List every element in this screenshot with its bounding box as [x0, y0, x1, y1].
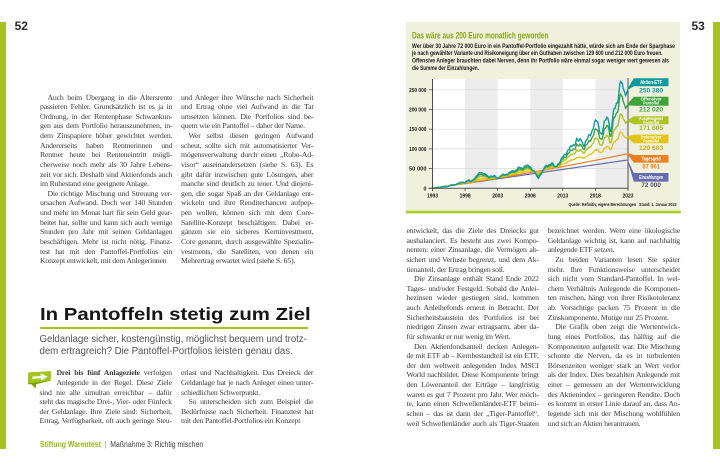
svg-text:50 000: 50 000 [409, 167, 427, 173]
svg-text:0: 0 [424, 186, 427, 192]
svg-text:2018: 2018 [590, 193, 601, 199]
svg-text:Wer über 30 Jahre 72 000 Euro: Wer über 30 Jahre 72 000 Euro in ein Pan… [412, 43, 675, 50]
svg-text:Defensiver: Defensiver [641, 134, 662, 139]
svg-text:2023: 2023 [623, 193, 634, 199]
svg-text:2013: 2013 [557, 193, 568, 199]
svg-text:Pantoffel: Pantoffel [643, 101, 659, 106]
svg-text:72 000: 72 000 [641, 182, 661, 189]
svg-text:Pantoffel: Pantoffel [643, 120, 659, 125]
svg-text:Tagesgeld: Tagesgeld [642, 157, 661, 163]
svg-text:die Summe der Einzahlungen.: die Summe der Einzahlungen. [412, 65, 479, 72]
svg-text:212 020: 212 020 [639, 107, 663, 114]
svg-text:100 000: 100 000 [409, 147, 427, 153]
svg-text:Aktien-ETF: Aktien-ETF [640, 80, 663, 86]
svg-text:Pantoffel: Pantoffel [643, 139, 659, 144]
svg-text:200 000: 200 000 [409, 108, 427, 114]
svg-text:250 380: 250 380 [639, 87, 663, 94]
svg-text:2003: 2003 [492, 193, 503, 199]
svg-text:Das wäre aus 200 Euro monatlic: Das wäre aus 200 Euro monatlich geworden [412, 31, 549, 41]
svg-text:Ausgewogener: Ausgewogener [639, 116, 663, 121]
svg-text:1993: 1993 [427, 193, 438, 199]
svg-text:1998: 1998 [460, 193, 471, 199]
svg-text:je nach gewählter Variante und: je nach gewählter Variante und Risikonei… [411, 50, 662, 57]
svg-text:250 000: 250 000 [409, 88, 427, 94]
svg-text:Offensive Anleger brauchten da: Offensive Anleger brauchten dabei Nerven… [412, 58, 669, 65]
svg-text:2008: 2008 [525, 193, 536, 199]
svg-text:171 605: 171 605 [639, 125, 663, 132]
svg-text:129 603: 129 603 [639, 145, 663, 152]
svg-text:150 000: 150 000 [409, 127, 427, 133]
svg-text:Quelle: Refinitiv, eigene Bere: Quelle: Refinitiv, eigene Berechnungen S… [569, 202, 677, 208]
svg-text:Offensiver: Offensiver [641, 97, 662, 102]
svg-text:87 961: 87 961 [642, 164, 660, 171]
svg-text:Einzahlungen: Einzahlungen [639, 175, 663, 181]
